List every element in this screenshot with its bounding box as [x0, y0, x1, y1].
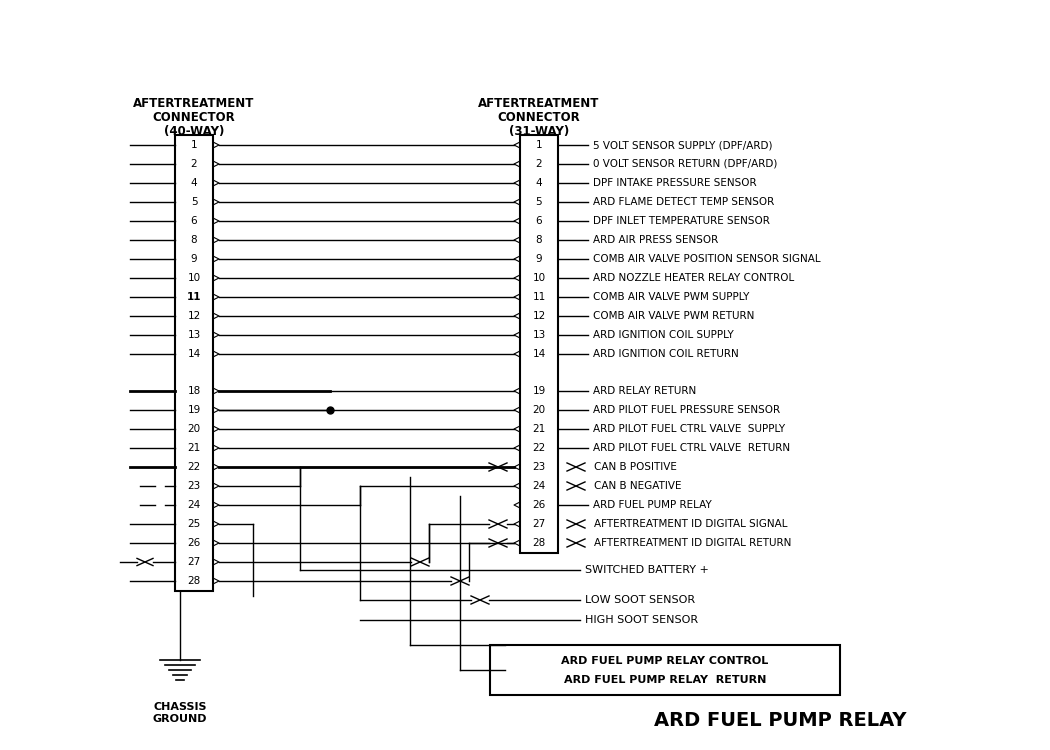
Text: 27: 27 — [187, 557, 201, 567]
Text: DPF INLET TEMPERATURE SENSOR: DPF INLET TEMPERATURE SENSOR — [593, 216, 770, 226]
Text: 21: 21 — [532, 424, 546, 434]
Text: 11: 11 — [187, 292, 202, 302]
Text: CHASSIS
GROUND: CHASSIS GROUND — [152, 702, 207, 724]
Text: 28: 28 — [187, 576, 201, 586]
Text: 19: 19 — [187, 405, 201, 415]
Text: 12: 12 — [532, 311, 546, 321]
Text: ARD PILOT FUEL CTRL VALVE  SUPPLY: ARD PILOT FUEL CTRL VALVE SUPPLY — [593, 424, 785, 434]
Text: 1: 1 — [536, 140, 542, 150]
Bar — [490, 645, 840, 695]
Text: ARD FUEL PUMP RELAY CONTROL: ARD FUEL PUMP RELAY CONTROL — [562, 656, 769, 666]
Text: 22: 22 — [532, 443, 546, 453]
Text: 2: 2 — [536, 159, 542, 169]
Text: 27: 27 — [532, 519, 546, 529]
Text: 6: 6 — [191, 216, 197, 226]
Text: ARD IGNITION COIL RETURN: ARD IGNITION COIL RETURN — [593, 349, 739, 359]
Bar — [175, 135, 213, 591]
Text: ARD NOZZLE HEATER RELAY CONTROL: ARD NOZZLE HEATER RELAY CONTROL — [593, 273, 794, 283]
Text: 8: 8 — [191, 235, 197, 245]
Text: 19: 19 — [532, 386, 546, 396]
Text: ARD AIR PRESS SENSOR: ARD AIR PRESS SENSOR — [593, 235, 718, 245]
Text: 21: 21 — [187, 443, 201, 453]
Text: 26: 26 — [532, 500, 546, 510]
Text: 0 VOLT SENSOR RETURN (DPF/ARD): 0 VOLT SENSOR RETURN (DPF/ARD) — [593, 159, 777, 169]
Text: COMB AIR VALVE PWM SUPPLY: COMB AIR VALVE PWM SUPPLY — [593, 292, 750, 302]
Text: HIGH SOOT SENSOR: HIGH SOOT SENSOR — [585, 615, 698, 625]
Text: ARD RELAY RETURN: ARD RELAY RETURN — [593, 386, 696, 396]
Text: 5 VOLT SENSOR SUPPLY (DPF/ARD): 5 VOLT SENSOR SUPPLY (DPF/ARD) — [593, 140, 773, 150]
Text: ARD PILOT FUEL CTRL VALVE  RETURN: ARD PILOT FUEL CTRL VALVE RETURN — [593, 443, 790, 453]
Text: AFTERTREATMENT ID DIGITAL RETURN: AFTERTREATMENT ID DIGITAL RETURN — [594, 538, 792, 548]
Text: ARD FUEL PUMP RELAY: ARD FUEL PUMP RELAY — [593, 500, 712, 510]
Text: AFTERTREATMENT: AFTERTREATMENT — [479, 97, 600, 110]
Text: 4: 4 — [536, 178, 542, 188]
Text: CAN B NEGATIVE: CAN B NEGATIVE — [594, 481, 681, 491]
Text: ARD FUEL PUMP RELAY: ARD FUEL PUMP RELAY — [654, 710, 906, 730]
Text: COMB AIR VALVE PWM RETURN: COMB AIR VALVE PWM RETURN — [593, 311, 754, 321]
Text: 24: 24 — [187, 500, 201, 510]
Text: 4: 4 — [191, 178, 197, 188]
Text: 8: 8 — [536, 235, 542, 245]
Text: 5: 5 — [191, 197, 197, 207]
Text: 13: 13 — [187, 330, 201, 340]
Text: COMB AIR VALVE POSITION SENSOR SIGNAL: COMB AIR VALVE POSITION SENSOR SIGNAL — [593, 254, 821, 264]
Text: 9: 9 — [536, 254, 542, 264]
Text: DPF INTAKE PRESSURE SENSOR: DPF INTAKE PRESSURE SENSOR — [593, 178, 757, 188]
Text: 22: 22 — [187, 462, 201, 472]
Text: (40-WAY): (40-WAY) — [164, 125, 225, 138]
Text: 10: 10 — [188, 273, 201, 283]
Text: 23: 23 — [187, 481, 201, 491]
Text: 14: 14 — [187, 349, 201, 359]
Text: 11: 11 — [532, 292, 546, 302]
Text: 6: 6 — [536, 216, 542, 226]
Text: 28: 28 — [532, 538, 546, 548]
Text: 14: 14 — [532, 349, 546, 359]
Text: 20: 20 — [532, 405, 546, 415]
Text: 20: 20 — [188, 424, 201, 434]
Text: 12: 12 — [187, 311, 201, 321]
Text: LOW SOOT SENSOR: LOW SOOT SENSOR — [585, 595, 695, 605]
Text: ARD PILOT FUEL PRESSURE SENSOR: ARD PILOT FUEL PRESSURE SENSOR — [593, 405, 780, 415]
Text: ARD FLAME DETECT TEMP SENSOR: ARD FLAME DETECT TEMP SENSOR — [593, 197, 774, 207]
Text: 25: 25 — [187, 519, 201, 529]
Text: 13: 13 — [532, 330, 546, 340]
Text: 2: 2 — [191, 159, 197, 169]
Text: 1: 1 — [191, 140, 197, 150]
Text: ARD IGNITION COIL SUPPLY: ARD IGNITION COIL SUPPLY — [593, 330, 734, 340]
Text: 10: 10 — [532, 273, 546, 283]
Text: 23: 23 — [532, 462, 546, 472]
Text: (31-WAY): (31-WAY) — [509, 125, 569, 138]
Text: 18: 18 — [187, 386, 201, 396]
Text: CAN B POSITIVE: CAN B POSITIVE — [594, 462, 677, 472]
Text: ARD FUEL PUMP RELAY  RETURN: ARD FUEL PUMP RELAY RETURN — [564, 675, 766, 685]
Text: 5: 5 — [536, 197, 542, 207]
Bar — [520, 135, 558, 553]
Text: CONNECTOR: CONNECTOR — [152, 111, 235, 124]
Text: 9: 9 — [191, 254, 197, 264]
Text: 26: 26 — [187, 538, 201, 548]
Text: 24: 24 — [532, 481, 546, 491]
Text: AFTERTREATMENT ID DIGITAL SIGNAL: AFTERTREATMENT ID DIGITAL SIGNAL — [594, 519, 788, 529]
Text: SWITCHED BATTERY +: SWITCHED BATTERY + — [585, 565, 709, 575]
Text: CONNECTOR: CONNECTOR — [498, 111, 581, 124]
Text: AFTERTREATMENT: AFTERTREATMENT — [133, 97, 255, 110]
